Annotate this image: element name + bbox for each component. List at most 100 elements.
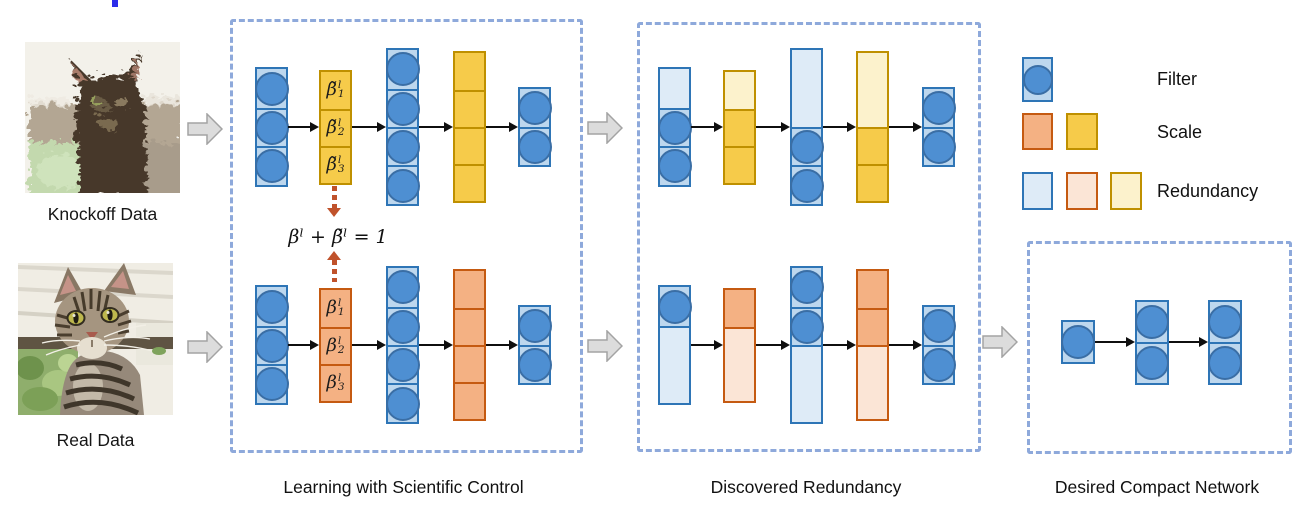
- filter-circle: [657, 289, 692, 324]
- scale-cell: [455, 53, 484, 90]
- stray-cursor-artifact: [112, 0, 118, 7]
- legend-scale-yellow-swatch: [1066, 113, 1098, 150]
- filter-cell: [385, 88, 420, 127]
- filter-circle: [789, 130, 824, 165]
- arrow-right-icon: [691, 122, 723, 132]
- block-arrow-knockoff-icon: [187, 112, 224, 146]
- filter-cell: [1135, 342, 1169, 383]
- arrow-right-icon: [823, 340, 856, 350]
- filter-circle: [1135, 304, 1169, 339]
- scale-label: β̃ l 2: [326, 116, 345, 138]
- filter-cell: [517, 126, 552, 165]
- scale-cell: β̃ l 1: [321, 72, 350, 109]
- filter-cell: [517, 344, 552, 383]
- block-arrow-real-icon: [187, 330, 224, 364]
- scale-cell: β̃ l 2: [321, 108, 350, 146]
- arrow-right-icon: [1095, 337, 1135, 347]
- filter-cell: [657, 146, 692, 184]
- filter-layer: [1208, 299, 1242, 385]
- filter-cell: [789, 165, 824, 203]
- filter-cell: [1135, 302, 1169, 343]
- arrow-right-icon: [1169, 337, 1208, 347]
- filter-cell: [517, 307, 552, 345]
- redundant-cell: [858, 53, 887, 127]
- filter-circle: [254, 289, 289, 324]
- learning-caption: Learning with Scientific Control: [283, 477, 524, 497]
- dotted-arrow-up-icon: [327, 251, 341, 282]
- filter-cell: [789, 126, 824, 165]
- filter-circle: [385, 130, 420, 165]
- filter-cell: [921, 126, 956, 165]
- arrow-right-icon: [352, 340, 386, 350]
- filter-circle: [254, 110, 289, 145]
- filter-circle: [921, 348, 956, 383]
- filter-cell: [385, 268, 420, 306]
- filter-circle: [657, 110, 692, 145]
- filter-circle: [921, 90, 956, 125]
- filter-layer: [921, 86, 956, 168]
- filter-cell: [1208, 302, 1242, 343]
- redundant-cell: [725, 71, 754, 109]
- real-image: [18, 263, 173, 415]
- filter-cell: [254, 325, 289, 364]
- scale-cell: [858, 164, 887, 201]
- compact-caption: Desired Compact Network: [1054, 477, 1260, 497]
- discovered-box: [637, 22, 981, 452]
- legend-scale-label: Scale: [1157, 122, 1203, 142]
- scale-layer: [856, 51, 889, 203]
- filter-cell: [254, 146, 289, 184]
- filter-cell: [254, 287, 289, 325]
- scale-cell: [455, 345, 484, 382]
- real-data-label: Real Data: [56, 430, 135, 450]
- legend-redundancy-blue-swatch: [1022, 172, 1053, 210]
- filter-circle: [921, 130, 956, 165]
- knockoff-image: [25, 42, 180, 193]
- constraint-equation: βˡ + β̃ˡ = 1: [288, 226, 388, 248]
- filter-cell: [254, 107, 289, 146]
- scale-cell: [725, 145, 754, 183]
- redundant-cell: [792, 344, 821, 422]
- filter-layer: [517, 86, 552, 168]
- filter-cell: [385, 165, 420, 203]
- scale-layer: [723, 69, 756, 185]
- filter-layer: [254, 285, 289, 405]
- scale-layer: β̃ l 1 β̃ l 2 β̃ l 3: [319, 69, 352, 185]
- scale-layer: [856, 269, 889, 421]
- scale-cell: [725, 290, 754, 327]
- scale-cell: [858, 127, 887, 164]
- arrow-right-icon: [756, 122, 790, 132]
- filter-cell: [254, 69, 289, 107]
- arrow-right-icon: [419, 340, 453, 350]
- filter-circle: [1061, 325, 1095, 360]
- filter-circle: [517, 348, 552, 383]
- filter-cell: [921, 89, 956, 127]
- filter-circle: [789, 309, 824, 344]
- arrow-right-icon: [691, 340, 723, 350]
- filter-cell: [657, 287, 692, 325]
- redundant-cell: [660, 325, 689, 403]
- filter-circle: [517, 90, 552, 125]
- scale-cell: [725, 108, 754, 146]
- legend-redundancy-yellow-swatch: [1110, 172, 1142, 210]
- filter-layer: [657, 67, 692, 187]
- filter-circle: [385, 309, 420, 344]
- block-arrow-to-compact-icon: [982, 325, 1019, 359]
- arrow-right-icon: [486, 340, 518, 350]
- filter-cell: [517, 89, 552, 127]
- filter-layer: [789, 266, 824, 424]
- filter-circle: [657, 149, 692, 184]
- filter-cell: [385, 306, 420, 345]
- redundant-cell: [660, 69, 689, 108]
- filter-circle: [789, 270, 824, 305]
- arrow-right-icon: [823, 122, 856, 132]
- scale-cell: [455, 308, 484, 345]
- redundant-cell: [858, 345, 887, 419]
- filter-circle: [517, 130, 552, 165]
- filter-layer: [517, 304, 552, 386]
- filter-circle: [789, 168, 824, 203]
- scale-layer: [453, 269, 486, 421]
